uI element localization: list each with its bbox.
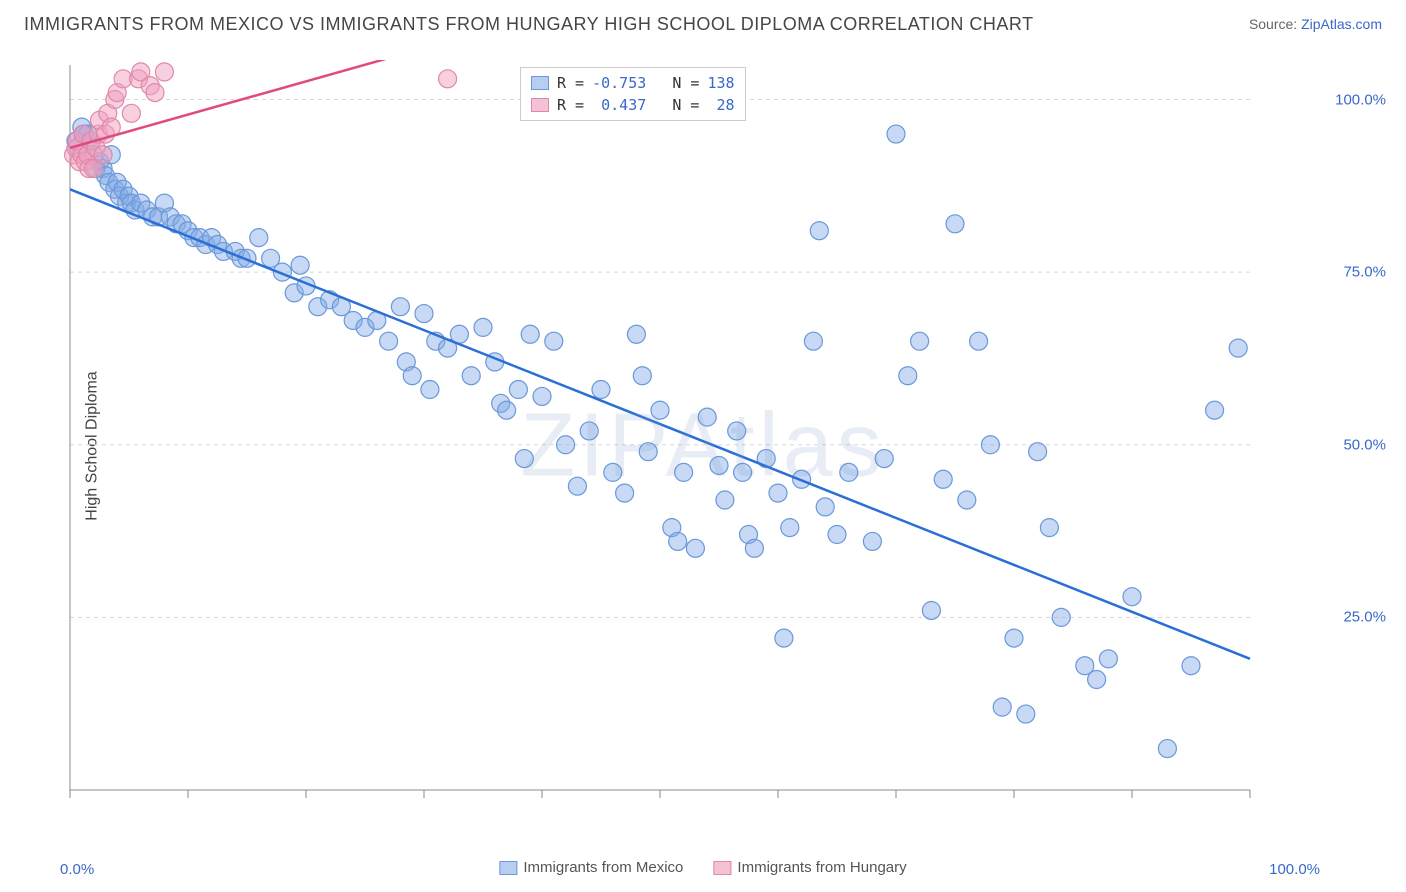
source-prefix: Source: [1249, 16, 1301, 32]
r-label: R = [557, 72, 584, 94]
n-value-hungary: 28 [707, 94, 734, 116]
legend-swatch-icon [499, 861, 517, 875]
legend-label-hungary: Immigrants from Hungary [737, 859, 906, 876]
legend-swatch-mexico [531, 76, 549, 90]
chart-title: IMMIGRANTS FROM MEXICO VS IMMIGRANTS FRO… [24, 14, 1034, 35]
legend-label-mexico: Immigrants from Mexico [523, 859, 683, 876]
r-label: R = [557, 94, 584, 116]
n-value-mexico: 138 [707, 72, 734, 94]
legend-swatch-hungary [531, 98, 549, 112]
source-link[interactable]: ZipAtlas.com [1301, 16, 1382, 32]
legend-swatch-icon [713, 861, 731, 875]
n-label: N = [654, 94, 699, 116]
n-label: N = [654, 72, 699, 94]
correlation-legend: R = -0.753 N = 138 R = 0.437 N = 28 [520, 67, 746, 121]
x-axis-max-label: 100.0% [1269, 861, 1320, 878]
y-tick-label: 50.0% [1343, 436, 1386, 453]
legend-row-mexico: R = -0.753 N = 138 [531, 72, 735, 94]
legend-item-mexico: Immigrants from Mexico [499, 859, 683, 876]
r-value-hungary: 0.437 [592, 94, 646, 116]
scatter-chart [60, 60, 1320, 820]
y-tick-label: 25.0% [1343, 609, 1386, 626]
x-axis-min-label: 0.0% [60, 861, 94, 878]
series-legend: Immigrants from Mexico Immigrants from H… [499, 859, 906, 876]
y-tick-label: 100.0% [1335, 91, 1386, 108]
legend-row-hungary: R = 0.437 N = 28 [531, 94, 735, 116]
legend-item-hungary: Immigrants from Hungary [713, 859, 906, 876]
source-label: Source: ZipAtlas.com [1249, 16, 1382, 32]
r-value-mexico: -0.753 [592, 72, 646, 94]
y-tick-label: 75.0% [1343, 264, 1386, 281]
